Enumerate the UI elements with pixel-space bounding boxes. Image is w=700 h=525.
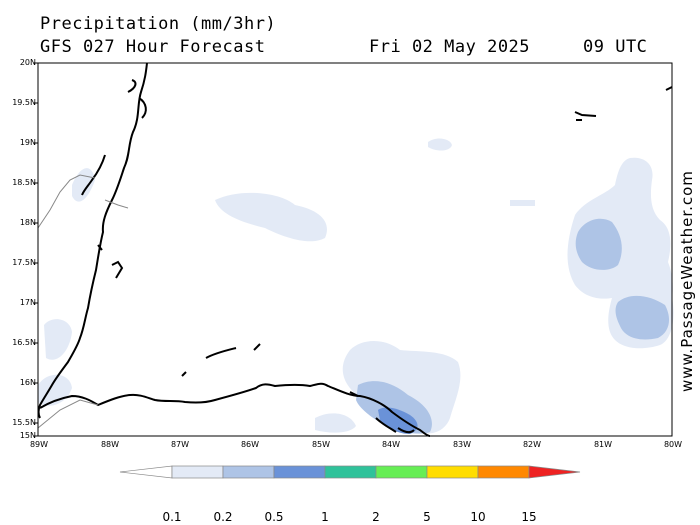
colorbar-label-1: 1 bbox=[321, 510, 329, 524]
colorbar-bin-5 bbox=[375, 465, 428, 479]
colorbar-bin-7 bbox=[477, 465, 530, 479]
lon-label-87w: 87W bbox=[170, 440, 190, 449]
lat-label-18n: 18N bbox=[19, 218, 36, 227]
forecast-time: 09 UTC bbox=[583, 37, 648, 57]
lon-label-89w: 89W bbox=[29, 440, 49, 449]
lat-label-19-5n: 19.5N bbox=[12, 98, 36, 107]
map-title: Precipitation (mm/3hr) bbox=[40, 14, 277, 34]
map-frame bbox=[37, 62, 673, 437]
lat-label-17n: 17N bbox=[19, 298, 36, 307]
colorbar-bin-1 bbox=[171, 465, 224, 479]
lat-label-15n: 15N bbox=[19, 431, 36, 440]
colorbar bbox=[119, 465, 581, 479]
precip-heavy bbox=[378, 407, 418, 434]
lon-label-82w: 82W bbox=[522, 440, 542, 449]
colorbar-label-2: 2 bbox=[372, 510, 380, 524]
colorbar-bin-6 bbox=[426, 465, 479, 479]
country-borders bbox=[37, 174, 129, 429]
lat-label-20n: 20N bbox=[19, 58, 36, 67]
forecast-date: Fri 02 May 2025 bbox=[369, 37, 531, 57]
colorbar-label-0-5: 0.5 bbox=[264, 510, 284, 524]
colorbar-label-10: 10 bbox=[470, 510, 486, 524]
colorbar-label-15: 15 bbox=[521, 510, 537, 524]
lon-label-81w: 81W bbox=[593, 440, 613, 449]
lon-label-86w: 86W bbox=[240, 440, 260, 449]
precip-light bbox=[38, 138, 674, 434]
colorbar-label-0-1: 0.1 bbox=[162, 510, 182, 524]
lat-label-16n: 16N bbox=[19, 378, 36, 387]
lat-ticks bbox=[34, 62, 38, 437]
lon-label-85w: 85W bbox=[311, 440, 331, 449]
lat-label-16-5n: 16.5N bbox=[12, 338, 36, 347]
precip-moderate bbox=[356, 218, 670, 434]
colorbar-label-5: 5 bbox=[423, 510, 431, 524]
coastline bbox=[37, 62, 673, 437]
colorbar-right-arrow bbox=[528, 465, 581, 479]
lon-label-83w: 83W bbox=[452, 440, 472, 449]
lon-label-88w: 88W bbox=[100, 440, 120, 449]
colorbar-bin-3 bbox=[273, 465, 326, 479]
colorbar-left-arrow bbox=[119, 465, 173, 479]
lat-label-19n: 19N bbox=[19, 138, 36, 147]
lon-label-80w: 80W bbox=[663, 440, 683, 449]
forecast-subtitle: GFS 027 Hour Forecast bbox=[40, 37, 266, 57]
lat-label-17-5n: 17.5N bbox=[12, 258, 36, 267]
colorbar-label-0-2: 0.2 bbox=[213, 510, 233, 524]
lat-label-15-5n: 15.5N bbox=[12, 418, 36, 427]
colorbar-bin-4 bbox=[324, 465, 377, 479]
lat-label-18-5n: 18.5N bbox=[12, 178, 36, 187]
lon-label-84w: 84W bbox=[381, 440, 401, 449]
colorbar-bin-2 bbox=[222, 465, 275, 479]
